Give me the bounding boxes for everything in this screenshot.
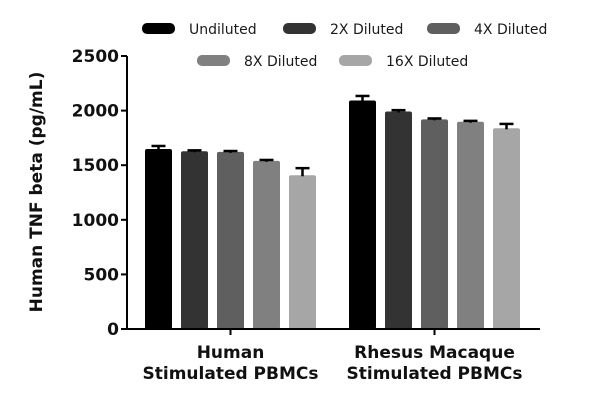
x-category-label: Stimulated PBMCs <box>143 364 319 384</box>
legend-label: 16X Diluted <box>386 54 468 70</box>
chart-legend: Undiluted 2X Diluted 4X Diluted 8X Diluted 1… <box>142 22 547 70</box>
legend-item: 4X Diluted <box>427 22 547 38</box>
legend-item: 8X Diluted <box>197 54 317 70</box>
legend-item: 2X Diluted <box>283 22 403 38</box>
bar <box>493 122 520 329</box>
bar <box>145 144 172 329</box>
bar <box>217 149 244 329</box>
y-axis-label: Human TNF beta (pg/mL) <box>27 72 47 313</box>
legend-swatch <box>427 23 460 34</box>
legend-swatch <box>339 55 372 66</box>
x-category-label: Stimulated PBMCs <box>347 364 523 384</box>
legend-label: Undiluted <box>189 22 257 38</box>
legend-label: 4X Diluted <box>474 22 547 38</box>
y-tick-label: 2500 <box>72 47 119 67</box>
y-tick-label: 500 <box>84 265 120 285</box>
x-category-label: Rhesus Macaque <box>354 343 515 363</box>
bar <box>253 158 280 329</box>
bar-series <box>145 94 520 330</box>
bar <box>457 119 484 329</box>
x-category-label: Human <box>197 343 265 363</box>
legend-label: 2X Diluted <box>330 22 403 38</box>
bar <box>289 166 316 329</box>
bar <box>181 149 208 329</box>
y-tick-label: 1000 <box>72 211 119 231</box>
y-tick-label: 2000 <box>72 102 119 122</box>
bar <box>385 108 412 329</box>
legend-swatch <box>283 23 316 34</box>
legend-swatch <box>142 23 175 34</box>
legend-item: 16X Diluted <box>339 54 468 70</box>
legend-item: Undiluted <box>142 22 257 38</box>
bar <box>349 94 376 330</box>
y-tick-label: 0 <box>107 320 119 340</box>
bar <box>421 117 448 329</box>
legend-swatch <box>197 55 230 66</box>
y-axis: 0 500 1000 1500 2000 2500 <box>72 47 128 340</box>
legend-label: 8X Diluted <box>244 54 317 70</box>
y-tick-label: 1500 <box>72 156 119 176</box>
